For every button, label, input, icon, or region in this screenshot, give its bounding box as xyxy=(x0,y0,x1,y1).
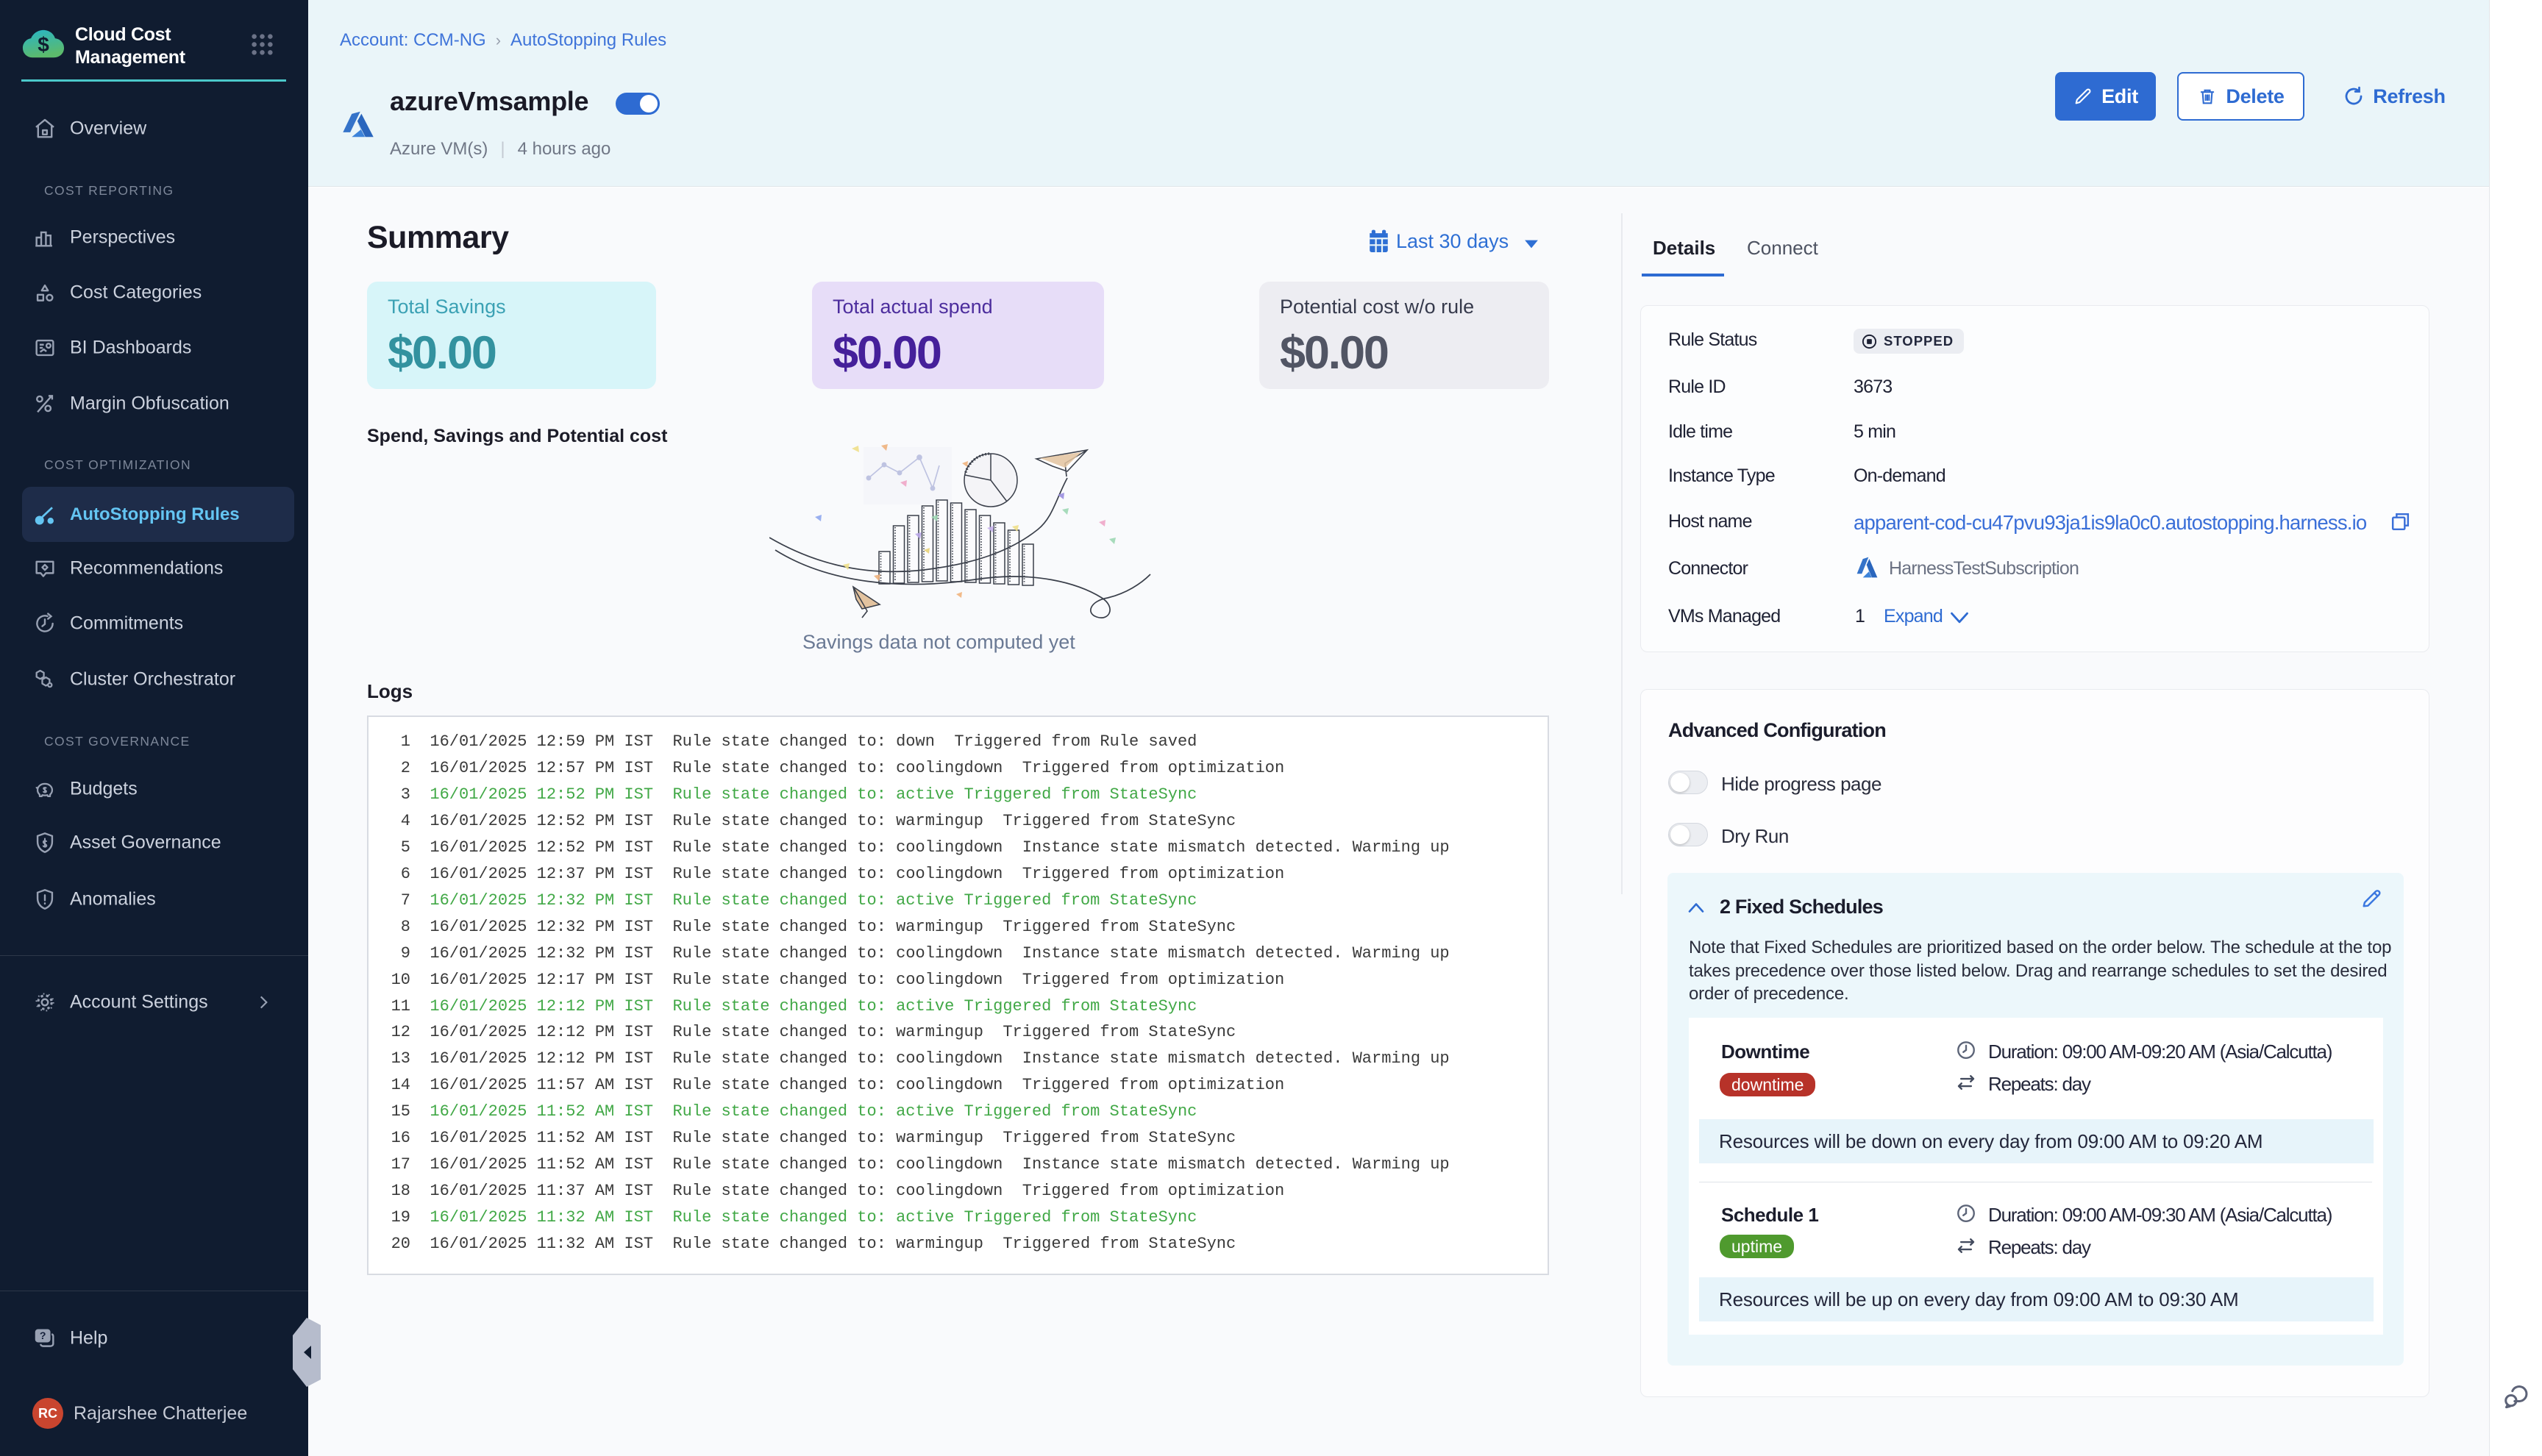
svg-text:$: $ xyxy=(38,33,49,56)
svg-text:?: ? xyxy=(40,1330,46,1342)
